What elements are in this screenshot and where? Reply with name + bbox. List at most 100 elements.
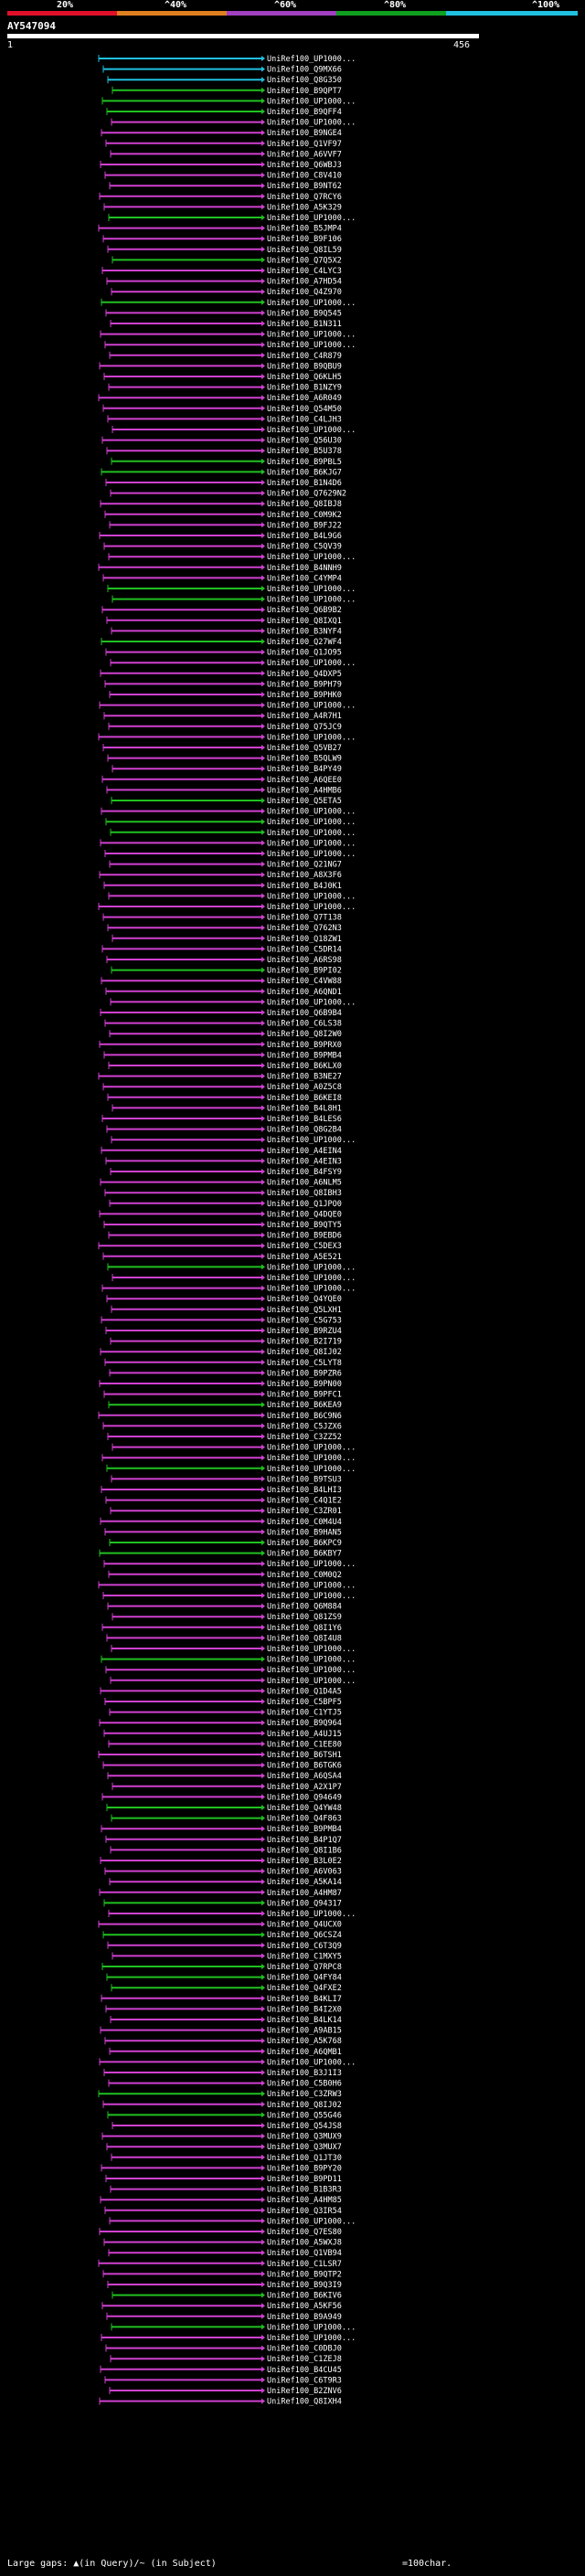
hit-label[interactable]: UniRef100_Q75JC9: [267, 723, 342, 732]
hit-label[interactable]: UniRef100_A6R049: [267, 394, 342, 403]
hit-label[interactable]: UniRef100_UP1000...: [267, 1656, 356, 1665]
hit-label[interactable]: UniRef100_A6RS98: [267, 956, 342, 965]
hit-label[interactable]: UniRef100_UP1000...: [267, 2323, 356, 2332]
hit-label[interactable]: UniRef100_C4YMP4: [267, 574, 342, 583]
hit-label[interactable]: UniRef100_B9F106: [267, 235, 342, 244]
hit-label[interactable]: UniRef100_Q9MX66: [267, 66, 342, 75]
hit-label[interactable]: UniRef100_UP1000...: [267, 1560, 356, 1569]
hit-label[interactable]: UniRef100_UP1000...: [267, 818, 356, 827]
hit-label[interactable]: UniRef100_Q8I4U8: [267, 1634, 342, 1643]
hit-label[interactable]: UniRef100_C5BPF5: [267, 1698, 342, 1707]
hit-label[interactable]: UniRef100_A4EIN4: [267, 1147, 342, 1156]
hit-label[interactable]: UniRef100_B9TSU3: [267, 1475, 342, 1484]
hit-label[interactable]: UniRef100_UP1000...: [267, 1677, 356, 1686]
hit-label[interactable]: UniRef100_Q6B9B4: [267, 1009, 342, 1018]
hit-label[interactable]: UniRef100_B3NYF4: [267, 627, 342, 636]
hit-label[interactable]: UniRef100_A6NLM5: [267, 1179, 342, 1188]
hit-label[interactable]: UniRef100_Q1VB94: [267, 2249, 342, 2258]
hit-label[interactable]: UniRef100_C5LYT8: [267, 1359, 342, 1368]
hit-label[interactable]: UniRef100_B1B3R3: [267, 2186, 342, 2195]
hit-label[interactable]: UniRef100_B9PH79: [267, 680, 342, 689]
hit-label[interactable]: UniRef100_A5WXJ8: [267, 2239, 342, 2248]
hit-label[interactable]: UniRef100_B9PY20: [267, 2164, 342, 2173]
hit-label[interactable]: UniRef100_Q8IXQ1: [267, 617, 342, 626]
hit-label[interactable]: UniRef100_Q8G350: [267, 76, 342, 85]
hit-label[interactable]: UniRef100_A6QSA4: [267, 1772, 342, 1781]
hit-label[interactable]: UniRef100_UP1000...: [267, 808, 356, 817]
hit-label[interactable]: UniRef100_Q8IJ02: [267, 2101, 342, 2110]
hit-label[interactable]: UniRef100_Q5LXH1: [267, 1306, 342, 1315]
hit-label[interactable]: UniRef100_Q8IBH3: [267, 1189, 342, 1198]
hit-label[interactable]: UniRef100_UP1000...: [267, 1666, 356, 1675]
hit-label[interactable]: UniRef100_C8V410: [267, 172, 342, 181]
hit-label[interactable]: UniRef100_UP1000...: [267, 2058, 356, 2067]
hit-label[interactable]: UniRef100_B4LES6: [267, 1115, 342, 1124]
hit-label[interactable]: UniRef100_C4VW88: [267, 977, 342, 986]
hit-label[interactable]: UniRef100_B5QLW9: [267, 755, 342, 764]
hit-label[interactable]: UniRef100_C5DR14: [267, 945, 342, 954]
hit-label[interactable]: UniRef100_C3ZZ52: [267, 1433, 342, 1442]
hit-label[interactable]: UniRef100_Q6M884: [267, 1603, 342, 1612]
hit-label[interactable]: UniRef100_A2X1P7: [267, 1783, 342, 1792]
hit-label[interactable]: UniRef100_B9QBU9: [267, 362, 342, 371]
hit-label[interactable]: UniRef100_UP1000...: [267, 702, 356, 711]
hit-label[interactable]: UniRef100_Q8I1Y6: [267, 1624, 342, 1633]
hit-label[interactable]: UniRef100_B1N4D6: [267, 479, 342, 488]
hit-label[interactable]: UniRef100_Q54M50: [267, 405, 342, 414]
hit-label[interactable]: UniRef100_A6QEE0: [267, 776, 342, 785]
hit-label[interactable]: UniRef100_B4J0K1: [267, 882, 342, 891]
hit-label[interactable]: UniRef100_B9Q964: [267, 1719, 342, 1728]
hit-label[interactable]: UniRef100_UP1000...: [267, 1581, 356, 1590]
hit-label[interactable]: UniRef100_UP1000...: [267, 1910, 356, 1919]
hit-label[interactable]: UniRef100_A5E521: [267, 1253, 342, 1262]
hit-label[interactable]: UniRef100_Q8IBJ8: [267, 500, 342, 509]
hit-label[interactable]: UniRef100_Q1VF97: [267, 140, 342, 149]
hit-label[interactable]: UniRef100_C0M0Q2: [267, 1571, 342, 1580]
hit-label[interactable]: UniRef100_B6KLX0: [267, 1062, 342, 1071]
hit-label[interactable]: UniRef100_A5K768: [267, 2037, 342, 2046]
hit-label[interactable]: UniRef100_C4R879: [267, 352, 342, 361]
hit-label[interactable]: UniRef100_Q6B9B2: [267, 606, 342, 615]
hit-label[interactable]: UniRef100_A9AB15: [267, 2027, 342, 2036]
hit-label[interactable]: UniRef100_UP1000...: [267, 1136, 356, 1145]
hit-label[interactable]: UniRef100_A4HM85: [267, 2196, 342, 2205]
hit-label[interactable]: UniRef100_Q4Z970: [267, 288, 342, 297]
hit-label[interactable]: UniRef100_UP1000...: [267, 829, 356, 838]
hit-label[interactable]: UniRef100_Q4FY84: [267, 1974, 342, 1983]
hit-label[interactable]: UniRef100_Q94317: [267, 1899, 342, 1908]
hit-label[interactable]: UniRef100_Q81ZS9: [267, 1613, 342, 1622]
hit-label[interactable]: UniRef100_UP1000...: [267, 97, 356, 106]
hit-label[interactable]: UniRef100_UP1000...: [267, 299, 356, 308]
hit-label[interactable]: UniRef100_Q8IXH4: [267, 2398, 342, 2407]
hit-label[interactable]: UniRef100_A5KF56: [267, 2302, 342, 2311]
hit-label[interactable]: UniRef100_Q762N3: [267, 924, 342, 933]
hit-label[interactable]: UniRef100_B2I719: [267, 1338, 342, 1347]
hit-label[interactable]: UniRef100_Q4YQE0: [267, 1295, 342, 1304]
hit-label[interactable]: UniRef100_Q4FXE2: [267, 1984, 342, 1993]
hit-label[interactable]: UniRef100_Q6KLH5: [267, 373, 342, 382]
hit-label[interactable]: UniRef100_Q6WBJ3: [267, 161, 342, 170]
hit-label[interactable]: UniRef100_Q1D4A5: [267, 1687, 342, 1696]
hit-label[interactable]: UniRef100_B4NNH9: [267, 564, 342, 573]
hit-label[interactable]: UniRef100_Q4F863: [267, 1815, 342, 1824]
hit-label[interactable]: UniRef100_UP1000...: [267, 892, 356, 901]
hit-label[interactable]: UniRef100_B4I2X0: [267, 2005, 342, 2014]
hit-label[interactable]: UniRef100_A6QND1: [267, 988, 342, 997]
hit-label[interactable]: UniRef100_UP1000...: [267, 553, 356, 562]
hit-label[interactable]: UniRef100_B6TSH1: [267, 1751, 342, 1760]
hit-label[interactable]: UniRef100_B9QPT7: [267, 87, 342, 96]
hit-label[interactable]: UniRef100_B9PZR6: [267, 1369, 342, 1378]
hit-label[interactable]: UniRef100_B9PRX0: [267, 1041, 342, 1050]
hit-label[interactable]: UniRef100_B6TGK6: [267, 1762, 342, 1771]
hit-label[interactable]: UniRef100_C0M9K2: [267, 511, 342, 520]
hit-label[interactable]: UniRef100_B9NT62: [267, 182, 342, 191]
hit-label[interactable]: UniRef100_B9EBD6: [267, 1232, 342, 1241]
hit-label[interactable]: UniRef100_Q7Q5X2: [267, 256, 342, 265]
hit-label[interactable]: UniRef100_C6T9R3: [267, 2376, 342, 2385]
hit-label[interactable]: UniRef100_Q7T138: [267, 914, 342, 923]
hit-label[interactable]: UniRef100_B9PBL5: [267, 458, 342, 467]
hit-label[interactable]: UniRef100_UP1000...: [267, 659, 356, 668]
hit-label[interactable]: UniRef100_B9PD11: [267, 2175, 342, 2184]
hit-label[interactable]: UniRef100_UP1000...: [267, 733, 356, 742]
hit-label[interactable]: UniRef100_Q8I1B6: [267, 1846, 342, 1855]
